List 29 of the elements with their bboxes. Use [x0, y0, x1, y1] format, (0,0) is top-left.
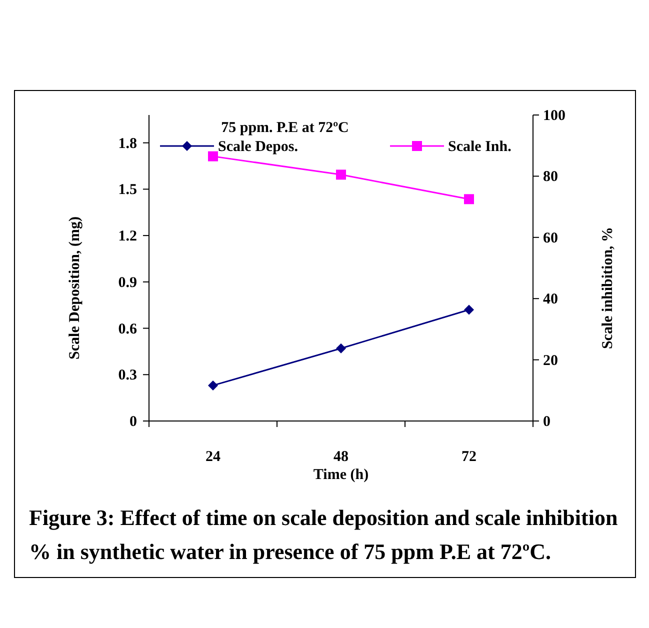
- legend-label: Scale Inh.: [448, 139, 512, 155]
- y-tick-label: 1.5: [118, 182, 137, 198]
- y2-tick-label: 60: [543, 230, 558, 246]
- point: [464, 194, 474, 204]
- x-tick-label: 48: [334, 449, 348, 465]
- legend-label: Scale Depos.: [218, 139, 298, 155]
- y-axis-title: Scale Deposition, (mg): [67, 216, 83, 360]
- x-axis-title: Time (h): [313, 467, 369, 483]
- y-tick-label: 0: [130, 414, 137, 430]
- y-tick-label: 0.9: [118, 274, 137, 291]
- caption: Figure 3: Effect of time on scale deposition and scale inhibition % in synthetic water in presence of 75 ppm P.E at 72ºC.: [28, 504, 619, 566]
- y-tick-label: 1.8: [118, 136, 137, 152]
- chart-title: 75 ppm. P.E at 72ºC: [221, 120, 349, 136]
- y2-tick-label: 40: [543, 292, 558, 308]
- y2-tick-label: 100: [543, 108, 566, 124]
- y2-tick-label: 80: [543, 169, 558, 186]
- x-tick-label: 72: [462, 449, 476, 465]
- point: [208, 380, 218, 390]
- y2-tick-label: 20: [543, 352, 558, 369]
- y-tick-label: 0.3: [118, 368, 137, 384]
- point: [336, 343, 346, 354]
- point: [464, 304, 474, 315]
- x-tick-label: 24: [206, 449, 221, 465]
- y-tick-label: 0.6: [118, 321, 138, 338]
- y2-axis-title: Scale inhibition, %: [600, 226, 616, 350]
- point: [208, 151, 218, 162]
- y2-tick-label: 0: [543, 414, 550, 430]
- y-tick-label: 1.2: [118, 228, 137, 245]
- point: [336, 170, 346, 180]
